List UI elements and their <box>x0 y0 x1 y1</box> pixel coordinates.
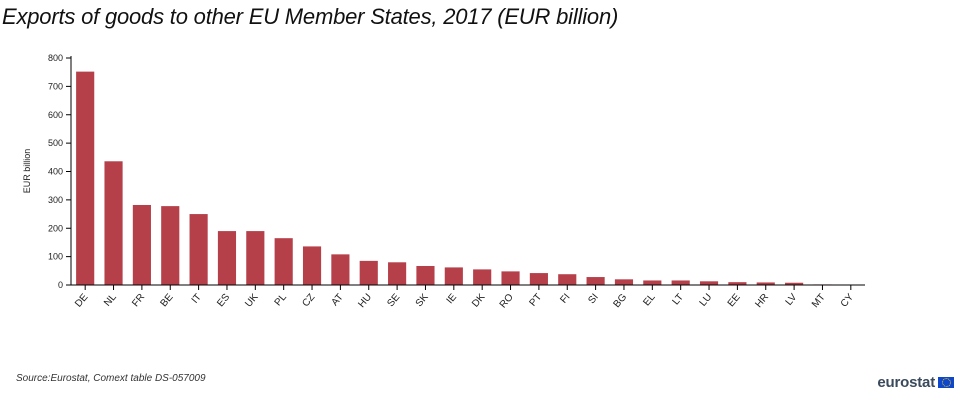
bar-cz <box>302 246 322 285</box>
bar-hr <box>756 282 775 285</box>
bar-lt <box>671 280 690 285</box>
chart-title: Exports of goods to other EU Member Stat… <box>2 4 619 29</box>
bar-dk <box>473 269 492 285</box>
bar-uk <box>246 231 265 285</box>
bar-sk <box>416 265 435 285</box>
x-tick-label-si: SI <box>586 292 601 306</box>
x-tick-label-it: IT <box>190 292 204 306</box>
y-tick-label: 100 <box>48 252 63 262</box>
y-axis-label: EUR billion <box>22 149 32 194</box>
x-tick-label-dk: DK <box>470 292 488 310</box>
x-tick-label-lt: LT <box>671 292 686 307</box>
bars <box>76 71 860 286</box>
x-tick-label-hu: HU <box>356 292 374 310</box>
x-tick-label-be: BE <box>159 292 176 310</box>
x-tick-label-fr: FR <box>130 292 147 309</box>
bar-se <box>388 262 407 285</box>
eu-flag-icon <box>938 377 954 388</box>
y-tick-label: 400 <box>48 167 63 177</box>
bar-es <box>217 231 237 285</box>
x-tick-label-ro: RO <box>498 292 516 311</box>
bar-hu <box>359 260 378 285</box>
bar-at <box>331 254 350 285</box>
bar-lv <box>785 282 804 285</box>
x-tick-label-pt: PT <box>528 292 545 309</box>
x-tick-label-hr: HR <box>753 292 771 310</box>
bar-it <box>189 214 208 285</box>
x-tick-label-de: DE <box>73 292 91 310</box>
eurostat-logo: eurostat <box>877 374 954 391</box>
bar-fr <box>132 204 151 285</box>
x-tick-label-mt: MT <box>810 292 828 310</box>
x-tick-label-cy: CY <box>839 292 857 310</box>
logo-text: eurostat <box>877 374 935 391</box>
y-axis: 0 100 200 300 400 500 600 700 800 <box>48 53 72 290</box>
bar-pl <box>274 238 293 285</box>
x-tick-label-el: EL <box>641 292 658 309</box>
bar-lu <box>699 281 719 285</box>
x-tick-label-lv: LV <box>784 292 800 308</box>
y-tick-label: 0 <box>58 280 63 290</box>
y-tick-label: 800 <box>48 53 63 63</box>
bar-be <box>161 206 180 285</box>
bar-ee <box>728 282 747 285</box>
y-tick-label: 600 <box>48 110 63 120</box>
x-tick-label-nl: NL <box>102 292 119 309</box>
x-tick-label-es: ES <box>215 292 232 310</box>
bar-fi <box>558 274 577 285</box>
x-tick-label-ee: EE <box>726 292 743 310</box>
y-tick-label: 300 <box>48 195 63 205</box>
x-axis: DE NL FR BE IT ES UK PL CZ AT HU SE SK IE DK RO PT FI SI BG… <box>71 284 865 311</box>
bar-pt <box>529 273 548 285</box>
x-tick-label-pl: PL <box>273 292 290 309</box>
y-tick-label: 700 <box>48 81 63 91</box>
bar-bg <box>614 279 634 285</box>
x-tick-label-sk: SK <box>414 292 431 310</box>
bar-de <box>76 71 95 286</box>
bar-si <box>586 277 605 285</box>
x-tick-label-ie: IE <box>445 292 460 307</box>
x-tick-label-fi: FI <box>558 292 572 306</box>
bar-nl <box>104 161 123 285</box>
bar-ie <box>444 267 463 285</box>
y-tick-label: 500 <box>48 138 63 148</box>
x-tick-label-uk: UK <box>243 292 261 310</box>
x-tick-label-at: AT <box>330 292 346 308</box>
x-tick-label-lu: LU <box>698 292 715 309</box>
source-note: Source:Eurostat, Comext table DS-057009 <box>16 373 206 384</box>
x-tick-label-bg: BG <box>612 292 630 310</box>
bar-el <box>643 280 662 285</box>
y-tick-label: 200 <box>48 223 63 233</box>
x-tick-label-se: SE <box>385 292 402 310</box>
x-tick-label-cz: CZ <box>300 292 317 309</box>
bar-ro <box>501 271 520 285</box>
